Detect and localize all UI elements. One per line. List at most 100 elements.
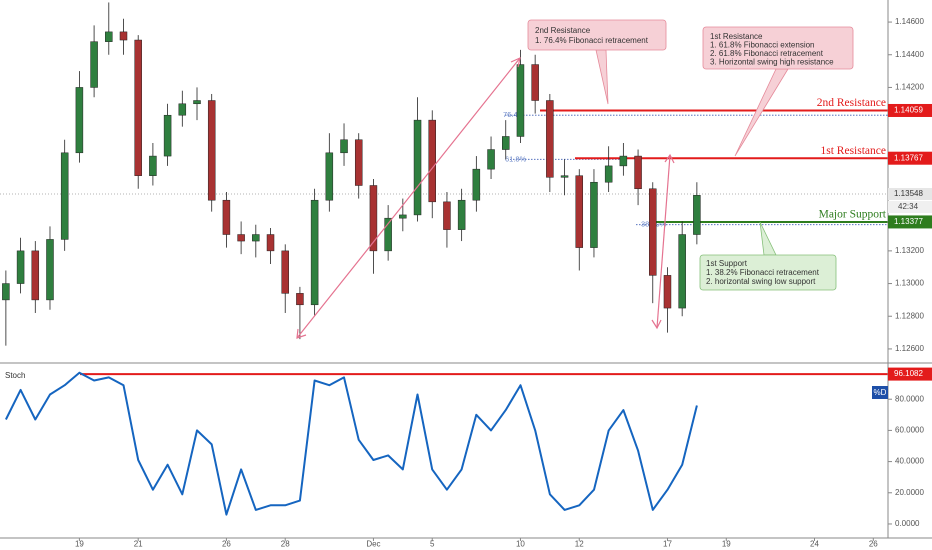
level-price-label: 1.13767 xyxy=(894,153,923,162)
x-tick-label: 21 xyxy=(134,540,143,549)
countdown-box xyxy=(888,200,932,213)
legend-badge xyxy=(872,386,888,399)
candle-body xyxy=(281,250,289,294)
y-tick-label: 1.13200 xyxy=(895,246,924,255)
level-name: 1st Resistance xyxy=(821,145,886,157)
candle-body xyxy=(46,239,54,301)
swing-arrow xyxy=(656,154,671,329)
candle-body xyxy=(457,199,466,230)
annotation-box xyxy=(702,26,854,70)
candle-body xyxy=(413,119,422,216)
level-price-label: 1.13377 xyxy=(894,217,923,226)
candle-body xyxy=(222,199,231,235)
candle-body xyxy=(428,119,436,203)
x-tick-label: 5 xyxy=(430,540,435,549)
level-price-box xyxy=(888,151,932,165)
candle-body xyxy=(575,175,584,248)
annotation-line: 2. horizontal swing low support xyxy=(706,277,816,286)
annotation-title: 1st Support xyxy=(706,259,748,268)
annotation-line: 2. 61.8% Fibonacci retracement xyxy=(710,49,824,58)
x-tick-label: Dec xyxy=(366,540,380,549)
annotation-title: 2nd Resistance xyxy=(535,26,591,35)
level-name: 2nd Resistance xyxy=(817,97,886,109)
x-tick-label: 17 xyxy=(663,540,672,549)
candle-body xyxy=(2,283,10,301)
candle-body xyxy=(693,195,701,235)
countdown-label: 42:34 xyxy=(898,202,919,211)
legend-label: %D xyxy=(874,388,887,397)
annotation-line: 1. 38.2% Fibonacci retracement xyxy=(706,268,820,277)
candle-body xyxy=(266,234,275,252)
arrow-head xyxy=(664,153,675,164)
annotation-title: 1st Resistance xyxy=(710,32,763,41)
candle-body xyxy=(325,152,334,201)
candle-body xyxy=(649,188,657,276)
annotation-box xyxy=(699,254,837,291)
candle-body xyxy=(134,39,142,176)
y-tick-label: 1.12600 xyxy=(895,344,924,353)
arrow-head xyxy=(510,56,521,68)
candle-body xyxy=(237,234,245,242)
x-tick-label: 26 xyxy=(222,540,231,549)
y-tick-label: 1.12800 xyxy=(895,311,924,320)
level-price-label: 1.14059 xyxy=(894,106,923,115)
candle-body xyxy=(340,139,348,154)
x-tick-label: 26 xyxy=(869,540,878,549)
stoch-line xyxy=(5,371,698,516)
candle-body xyxy=(369,185,378,252)
candle-body xyxy=(546,100,554,178)
y-tick-label: 1.13000 xyxy=(895,279,924,288)
y-tick-label: 40.0000 xyxy=(895,457,924,466)
candle-body xyxy=(384,217,392,252)
candle-body xyxy=(296,293,304,306)
candle-body xyxy=(90,41,98,88)
candle-body xyxy=(252,234,260,242)
candle-body xyxy=(678,234,686,309)
x-tick-label: 12 xyxy=(575,540,584,549)
level-name: Major Support xyxy=(819,209,887,221)
x-tick-label: 28 xyxy=(281,540,290,549)
y-tick-label: 1.14400 xyxy=(895,50,924,59)
candle-body xyxy=(663,275,672,309)
axis-layer: 1.14600 1.14400 1.14200 1.13200 1.13000 1.128… xyxy=(75,17,932,549)
candle-body xyxy=(75,87,84,154)
arrow-head xyxy=(651,319,662,330)
candle-body xyxy=(487,149,495,170)
fib-label: 76.4% xyxy=(503,110,525,119)
x-tick-label: 10 xyxy=(516,540,525,549)
indicator-title: Stoch xyxy=(5,371,25,380)
marks-layer: 2nd Resistance 1st Resistance Major Suppor… xyxy=(2,2,888,516)
candle-body xyxy=(501,136,510,150)
candle-body xyxy=(207,100,216,201)
candle-body xyxy=(634,155,642,190)
annotation-box xyxy=(527,19,667,51)
candle-body xyxy=(105,31,113,42)
candle-body xyxy=(443,201,451,230)
candle-body xyxy=(399,214,407,219)
x-tick-label: 19 xyxy=(75,540,84,549)
current-price-box xyxy=(888,187,932,200)
y-tick-label: 20.0000 xyxy=(895,488,924,497)
candle-body xyxy=(178,103,187,116)
arrow-head xyxy=(296,328,307,339)
y-tick-label: 0.0000 xyxy=(895,519,920,528)
fib-label: 61.8% xyxy=(505,154,527,163)
candle-body xyxy=(472,168,481,201)
candle-body xyxy=(16,250,25,284)
candle-body xyxy=(590,181,598,248)
candle-body xyxy=(516,64,525,137)
y-tick-label: 80.0000 xyxy=(895,394,924,403)
candle-body xyxy=(149,155,157,176)
candle-body xyxy=(193,100,201,105)
candle-body xyxy=(163,114,172,157)
x-tick-label: 19 xyxy=(722,540,731,549)
y-tick-label: 1.14200 xyxy=(895,83,924,92)
candle-body xyxy=(619,155,628,167)
stoch-level-box xyxy=(888,367,932,381)
candle-body xyxy=(310,199,319,306)
trend-arrow xyxy=(296,57,521,339)
annotation-line: 1. 76.4% Fibonacci retracement xyxy=(535,36,649,45)
y-tick-label: 1.14600 xyxy=(895,17,924,26)
candle-body xyxy=(119,31,128,41)
